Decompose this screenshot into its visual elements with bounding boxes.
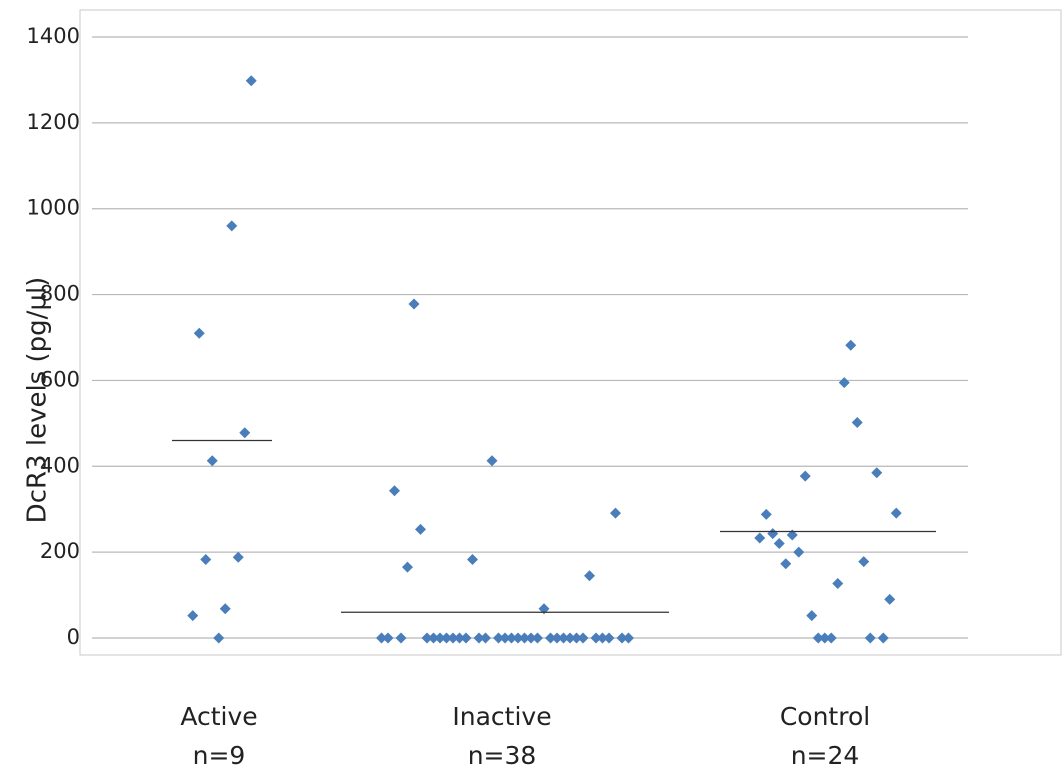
category-count: n=24	[791, 741, 860, 770]
category-count: n=9	[193, 741, 246, 770]
y-axis-label: DcR3 levels (pg/µl)	[23, 277, 53, 524]
y-tick-label: 200	[40, 539, 80, 563]
y-tick-label: 400	[40, 453, 80, 477]
y-tick-label: 1200	[27, 110, 80, 134]
y-tick-label: 800	[40, 282, 80, 306]
category-count: n=38	[468, 741, 537, 770]
y-tick-label: 1400	[27, 24, 80, 48]
category-label: Inactive	[452, 702, 551, 731]
category-label: Active	[180, 702, 257, 731]
y-tick-label: 600	[40, 367, 80, 391]
chart: DcR3 levels (pg/µl) 0 200 400 600 800 1000 120…	[0, 0, 1062, 771]
y-tick-label: 1000	[27, 196, 80, 220]
y-tick-label: 0	[67, 625, 80, 649]
plot-frame	[80, 10, 1061, 655]
category-label: Control	[780, 702, 870, 731]
